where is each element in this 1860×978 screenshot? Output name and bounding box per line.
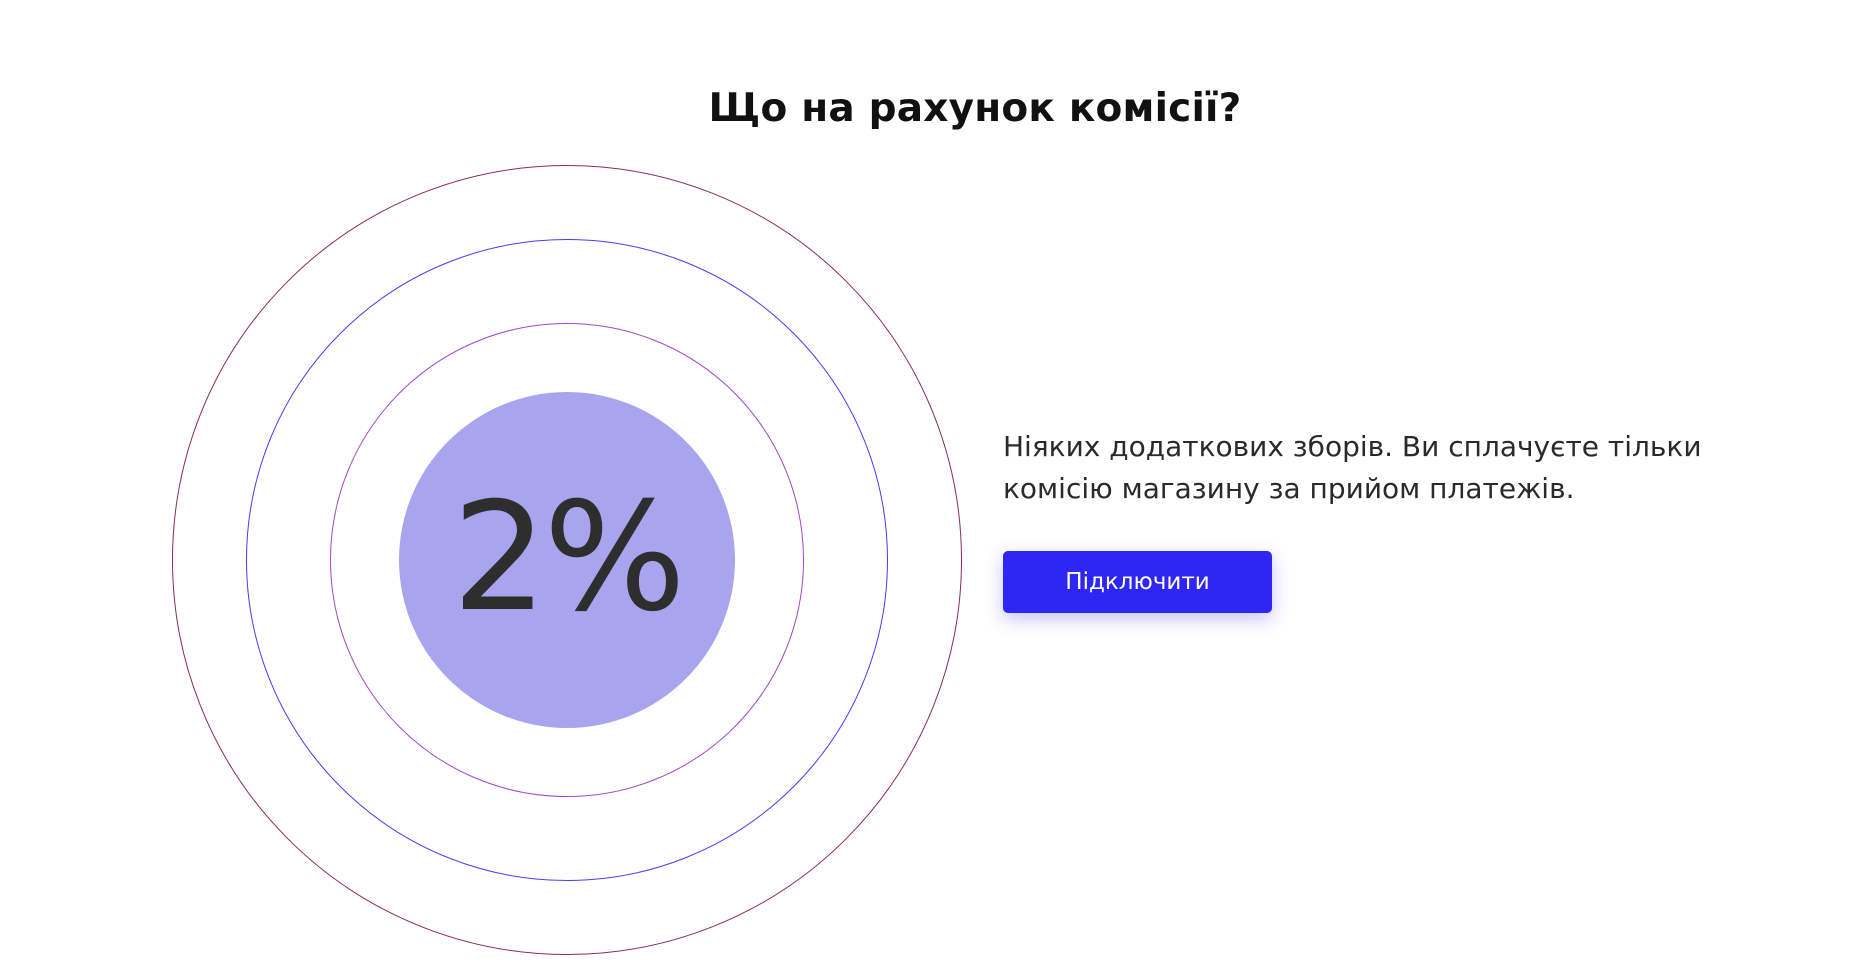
inner-ring xyxy=(330,323,804,797)
section-title: Що на рахунок комісії? xyxy=(708,86,1242,132)
middle-ring xyxy=(246,239,888,881)
connect-button[interactable]: Підключити xyxy=(1003,551,1272,613)
commission-value: 2% xyxy=(452,471,686,645)
commission-description: Ніяких додаткових зборів. Ви сплачуєте т… xyxy=(1003,430,1702,505)
outer-ring xyxy=(172,165,962,955)
commission-rings: 2% xyxy=(172,165,962,955)
commission-badge: 2% xyxy=(399,392,735,728)
